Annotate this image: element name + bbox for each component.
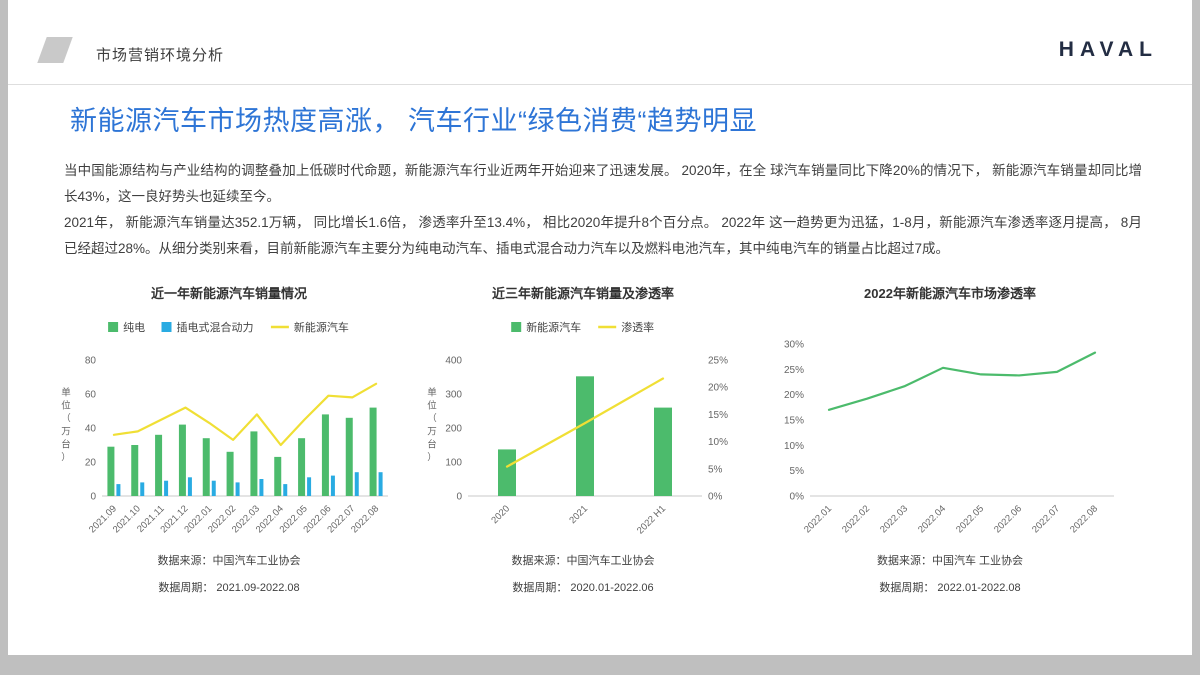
svg-text:15%: 15%	[784, 416, 804, 427]
svg-text:2022.02: 2022.02	[840, 503, 872, 535]
svg-text:20%: 20%	[784, 390, 804, 401]
svg-text:100: 100	[445, 458, 462, 469]
svg-text:200: 200	[445, 424, 462, 435]
svg-text:2022.08: 2022.08	[1068, 503, 1100, 535]
svg-text:60: 60	[85, 390, 97, 401]
svg-text:40: 40	[85, 424, 97, 435]
page-title: 新能源汽车市场热度高涨， 汽车行业“绿色消费“趋势明显	[70, 106, 757, 136]
parallelogram-mark-icon	[37, 37, 73, 63]
svg-text:2022.01: 2022.01	[802, 503, 834, 535]
data-source-label: 数据来源：中国汽车 工业协会	[876, 555, 1024, 567]
body-paragraph-2: 2021年， 新能源汽车销量达352.1万辆， 同比增长1.6倍， 渗透率升至1…	[64, 215, 1142, 256]
body-paragraph-1: 当中国能源结构与产业结构的调整叠加上低碳时代命题，新能源汽车行业近两年开始迎来了…	[64, 163, 1142, 204]
section-title: 市场营销环境分析	[96, 47, 225, 64]
right-edge-strip	[1192, 0, 1200, 675]
svg-text:20%: 20%	[708, 383, 728, 394]
haval-logo: HAVAL	[1058, 38, 1158, 61]
chart-source-block: 数据来源：中国汽车工业协会 数据周期： 2021.09-2022.08	[56, 552, 402, 595]
svg-text:插电式混合动力: 插电式混合动力	[177, 320, 254, 334]
data-source-label: 数据来源：中国汽车工业协会	[511, 555, 655, 567]
svg-text:）: ）	[427, 452, 437, 464]
svg-text:位: 位	[427, 400, 437, 412]
svg-text:纯电: 纯电	[123, 321, 145, 334]
svg-text:（: （	[427, 413, 437, 425]
svg-text:300: 300	[445, 390, 462, 401]
svg-text:2021: 2021	[567, 503, 590, 526]
svg-text:0%: 0%	[708, 492, 723, 503]
svg-text:2022.07: 2022.07	[1030, 503, 1062, 535]
data-period-label: 数据周期： 2021.09-2022.08	[158, 582, 300, 594]
chart-title-three-year: 近三年新能源汽车销量及渗透率	[491, 286, 674, 301]
svg-text:5%: 5%	[708, 464, 723, 475]
svg-text:（: （	[61, 413, 71, 425]
data-period-label: 数据周期： 2020.01-2022.06	[512, 582, 654, 594]
svg-text:台: 台	[427, 439, 437, 451]
svg-text:新能源汽车: 新能源汽车	[526, 320, 581, 334]
svg-text:2022.03: 2022.03	[878, 503, 910, 535]
svg-text:10%: 10%	[784, 441, 804, 452]
svg-text:2022.05: 2022.05	[954, 503, 986, 535]
svg-text:2022.06: 2022.06	[992, 503, 1024, 535]
chart-panel-monthly-sales: 近一年新能源汽车销量情况 0 20 40 60 80 单位（万台） 2021.09 2021.…	[56, 283, 402, 606]
monthly-sales-chart: 0 20 40 60 80 单位（万台） 2021.09 2021.10 2021.11 2021…	[56, 314, 402, 546]
svg-text:新能源汽车: 新能源汽车	[294, 320, 349, 334]
svg-text:台: 台	[61, 439, 71, 451]
svg-text:万: 万	[61, 427, 71, 438]
svg-text:5%: 5%	[790, 466, 805, 477]
svg-text:30%: 30%	[784, 340, 804, 351]
three-year-sales-penetration-chart: 0 100 200 300 400 0% 5% 10% 15% 20% 25% 单位（ 万台） 2020 2…	[422, 314, 744, 546]
svg-text:位: 位	[61, 400, 71, 412]
svg-text:20: 20	[85, 458, 97, 469]
svg-text:2020: 2020	[489, 503, 512, 526]
svg-text:0: 0	[456, 492, 462, 503]
slide-header: 市场营销环境分析 HAVAL	[8, 0, 1192, 85]
svg-text:25%: 25%	[708, 356, 728, 367]
chart-panel-2022-penetration: 2022年新能源汽车市场渗透率 0% 5% 10% 15% 20% 25% 30% 2022.…	[772, 283, 1128, 606]
chart-title-2022-penetration: 2022年新能源汽车市场渗透率	[864, 286, 1036, 301]
left-edge-strip	[0, 0, 8, 675]
svg-text:400: 400	[445, 356, 462, 367]
chart-title-monthly-sales: 近一年新能源汽车销量情况	[150, 286, 307, 301]
svg-text:2022 H1: 2022 H1	[635, 503, 668, 536]
svg-text:万: 万	[427, 427, 437, 438]
data-period-label: 数据周期： 2022.01-2022.08	[879, 582, 1021, 594]
svg-text:15%: 15%	[708, 410, 728, 421]
svg-text:单: 单	[61, 387, 71, 399]
svg-text:10%: 10%	[708, 437, 728, 448]
body-text: 当中国能源结构与产业结构的调整叠加上低碳时代命题，新能源汽车行业近两年开始迎来了…	[64, 158, 1142, 262]
chart-source-block: 数据来源：中国汽车 工业协会 数据周期： 2022.01-2022.08	[772, 552, 1128, 595]
svg-text:单: 单	[427, 387, 437, 399]
svg-text:80: 80	[85, 356, 97, 367]
data-source-label: 数据来源：中国汽车工业协会	[157, 555, 301, 567]
svg-text:）: ）	[61, 452, 71, 464]
svg-text:渗透率: 渗透率	[621, 320, 654, 334]
svg-text:0: 0	[90, 492, 96, 503]
svg-text:25%: 25%	[784, 365, 804, 376]
svg-text:2022.04: 2022.04	[916, 503, 948, 535]
chart-panel-three-year: 近三年新能源汽车销量及渗透率 0 100 200 300 400 0% 5% 10% 15% 20…	[422, 283, 744, 606]
footer-bar	[0, 655, 1200, 675]
penetration-rate-2022-chart: 0% 5% 10% 15% 20% 25% 30% 2022.01 2022.02 2022.03…	[772, 314, 1128, 546]
chart-source-block: 数据来源：中国汽车工业协会 数据周期： 2020.01-2022.06	[422, 552, 744, 595]
svg-text:0%: 0%	[790, 492, 805, 503]
